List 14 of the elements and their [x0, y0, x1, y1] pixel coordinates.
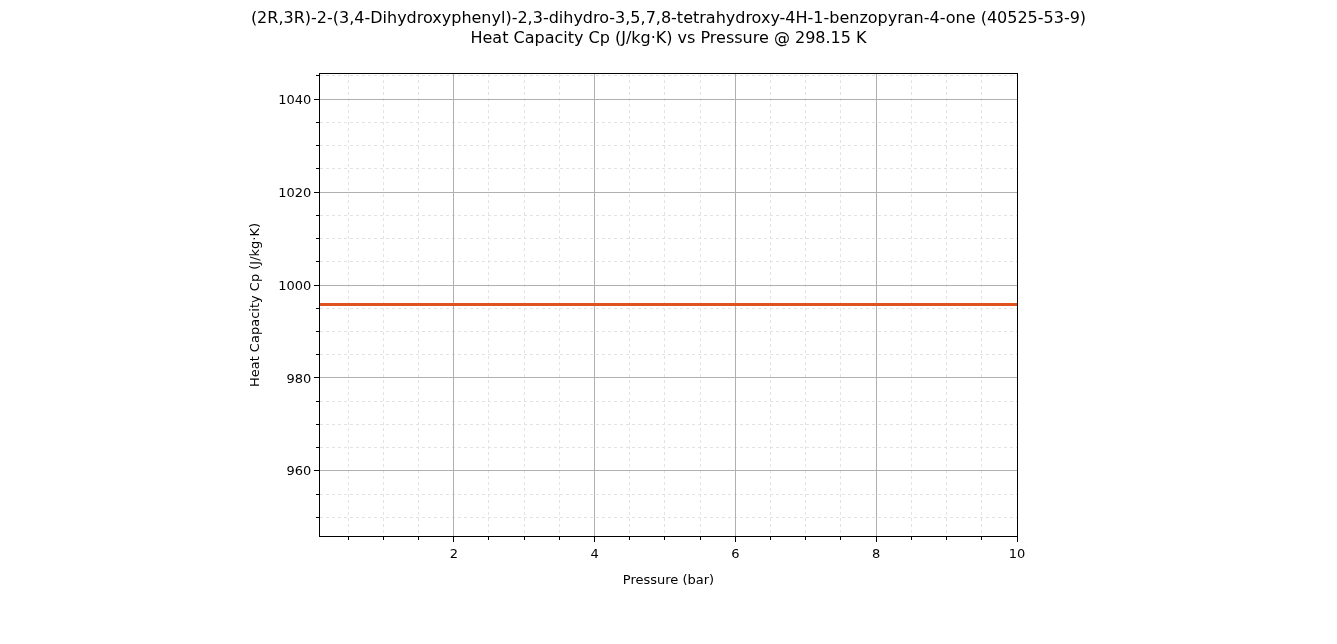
y-axis-title: Heat Capacity Cp (J/kg·K)	[247, 222, 263, 388]
y-tick-label: 980	[286, 370, 312, 386]
x-tick-label: 2	[449, 545, 458, 561]
y-tick-label: 1040	[278, 91, 312, 107]
x-axis-title: Pressure (bar)	[622, 572, 715, 588]
chart-subtitle: Heat Capacity Cp (J/kg·K) vs Pressure @ 298.15 K	[470, 28, 868, 48]
y-tick-label: 960	[286, 463, 312, 479]
x-tick-label: 10	[1008, 545, 1026, 561]
x-tick-label: 6	[731, 545, 740, 561]
x-tick-label: 4	[590, 545, 599, 561]
y-tick-label: 1020	[278, 184, 312, 200]
chart-title: (2R,3R)-2-(3,4-Dihydroxyphenyl)-2,3-dihydro-3,5,7,8-tetrahydroxy-4H-1-benzopyran-4-one (40525-53-9)	[250, 7, 1087, 27]
y-tick-label: 1000	[278, 277, 312, 293]
x-tick-label: 8	[872, 545, 881, 561]
